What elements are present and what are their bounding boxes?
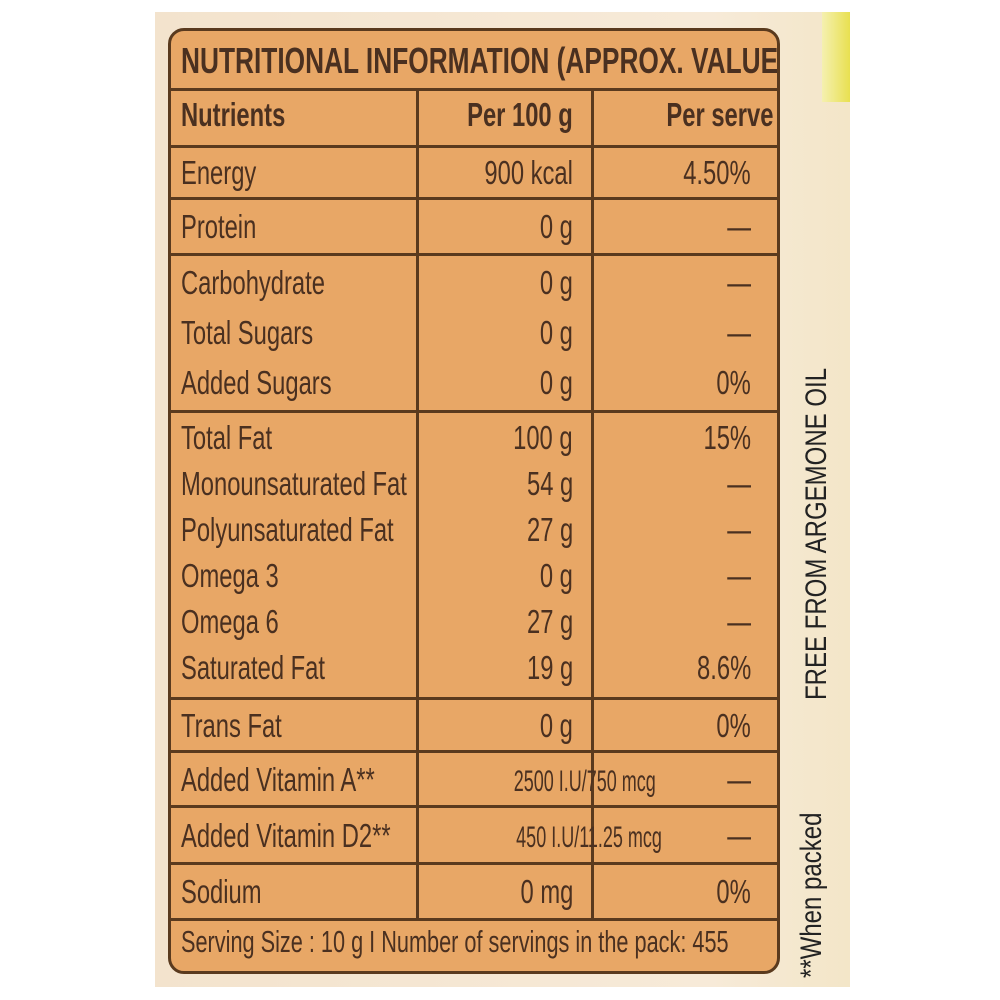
nutrient-name: Sodium [181,873,262,910]
nutrient-group: Total Fat Monounsaturated Fat Polyunsatura… [171,413,777,700]
nutrient-group: Added Vitamin D2** 450 I.U/11.25 mcg — [171,808,777,865]
nutrient-name: Added Vitamin A** [181,760,375,798]
per-100g-value: 900 kcal [484,154,573,191]
per-100g-value: 0 g [539,264,573,301]
when-packed-footnote: **When packed [795,812,828,978]
argemone-notice: FREE FROM ARGEMONE OIL [800,367,833,700]
per-100g-value: 0 mg [520,873,573,910]
nutrient-name: Protein [181,208,257,245]
nutrient-name: Polyunsaturated Fat [181,511,394,548]
nutrient-group: Sodium 0 mg 0% [171,865,777,921]
nutrient-name: Omega 3 [181,557,279,594]
serving-info: Serving Size : 10 g I Number of servings… [181,924,729,959]
rda-value: — [727,760,751,798]
rda-value: 0% [716,706,751,744]
per-100g-value: 19 g [526,649,573,686]
nutrient-name: Total Fat [181,419,273,456]
rda-value: 0% [716,364,751,401]
rda-value: 0% [716,873,751,910]
nutrient-name: Carbohydrate [181,264,325,301]
nutrient-group: Carbohydrate Total Sugars Added Sugars 0 g 0… [171,256,777,413]
rda-value: — [727,603,751,640]
package-yellow-edge [822,12,850,102]
nutrient-name: Monounsaturated Fat [181,465,407,502]
title-row: NUTRITIONAL INFORMATION (APPROX. VALUES) [171,31,777,91]
rda-value: 4.50% [683,154,751,191]
nutrient-group: Protein 0 g — [171,200,777,256]
nutrient-name: Saturated Fat [181,649,325,686]
per-100g-value: 2500 I.U/750 mcg [513,764,656,798]
per-100g-value: 0 g [539,706,573,744]
rda-value: — [727,208,751,245]
nutrient-group: Energy 900 kcal 4.50% [171,148,777,200]
nutrient-name: Trans Fat [181,706,282,744]
per-100g-value: 0 g [539,364,573,401]
nutrient-name: Total Sugars [181,314,314,351]
rda-value: — [727,314,751,351]
per-100g-value: 27 g [526,511,573,548]
nutrient-name: Added Vitamin D2** [181,816,391,854]
rda-value: — [727,816,751,854]
per-100g-value: 54 g [526,465,573,502]
rda-value: — [727,557,751,594]
per-100g-value: 27 g [526,603,573,640]
rda-value: — [727,264,751,301]
rda-value: 15% [703,419,751,456]
per-100g-value: 0 g [539,557,573,594]
rda-value: 8.6% [696,649,751,686]
per-100g-value: 0 g [539,314,573,351]
nutrition-table: NUTRITIONAL INFORMATION (APPROX. VALUES)… [168,28,780,974]
rda-value: — [727,511,751,548]
header-rda: Per serve %RDA [666,96,777,133]
nutrient-name: Energy [181,154,257,191]
per-100g-value: 0 g [539,208,573,245]
header-per-100g: Per 100 g [467,96,573,133]
rda-value: — [727,465,751,502]
table-title: NUTRITIONAL INFORMATION (APPROX. VALUES) [181,40,780,81]
nutrient-name: Added Sugars [181,364,332,401]
nutrient-group: Trans Fat 0 g 0% [171,700,777,753]
nutrient-group: Added Vitamin A** 2500 I.U/750 mcg — [171,753,777,808]
per-100g-value: 450 I.U/11.25 mcg [516,820,662,854]
header-nutrients: Nutrients [181,96,286,133]
per-100g-value: 100 g [513,419,573,456]
nutrient-name: Omega 6 [181,603,279,640]
header-row: Nutrients Per 100 g Per serve %RDA [171,91,777,148]
